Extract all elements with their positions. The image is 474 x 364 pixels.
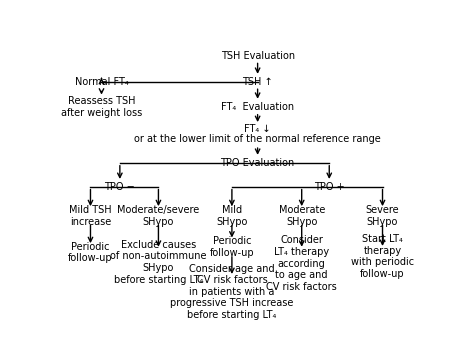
Text: or at the lower limit of the normal reference range: or at the lower limit of the normal refe… bbox=[134, 134, 381, 144]
Text: FT₄ ↓: FT₄ ↓ bbox=[245, 124, 271, 134]
Text: Mild
SHypo: Mild SHypo bbox=[216, 205, 247, 227]
Text: Normal FT₄: Normal FT₄ bbox=[74, 76, 128, 87]
Text: Mild TSH
increase: Mild TSH increase bbox=[69, 205, 112, 227]
Text: Periodic
follow-up: Periodic follow-up bbox=[68, 242, 113, 263]
Text: Start LT₄
therapy
with periodic
follow-up: Start LT₄ therapy with periodic follow-u… bbox=[351, 234, 414, 279]
Text: TSH ↑: TSH ↑ bbox=[242, 76, 273, 87]
Text: TPO −: TPO − bbox=[104, 182, 135, 191]
Text: TSH Evaluation: TSH Evaluation bbox=[220, 51, 295, 61]
Text: Moderate
SHypo: Moderate SHypo bbox=[279, 205, 325, 227]
Text: Exclude causes
of non-autoimmune
SHypo
before starting LT₄: Exclude causes of non-autoimmune SHypo b… bbox=[110, 240, 207, 285]
Text: Moderate/severe
SHypo: Moderate/severe SHypo bbox=[117, 205, 200, 227]
Text: TPO Evaluation: TPO Evaluation bbox=[220, 158, 295, 168]
Text: Consider age and
CV risk factors
in patients with a
progressive TSH increase
bef: Consider age and CV risk factors in pati… bbox=[170, 264, 293, 320]
Text: Periodic
follow-up: Periodic follow-up bbox=[210, 236, 254, 258]
Text: Severe
SHypo: Severe SHypo bbox=[366, 205, 399, 227]
Text: Reassess TSH
after weight loss: Reassess TSH after weight loss bbox=[61, 96, 142, 118]
Text: TPO +: TPO + bbox=[314, 182, 345, 191]
Text: FT₄  Evaluation: FT₄ Evaluation bbox=[221, 102, 294, 112]
Text: Consider
LT₄ therapy
according
to age and
CV risk factors: Consider LT₄ therapy according to age an… bbox=[266, 236, 337, 292]
